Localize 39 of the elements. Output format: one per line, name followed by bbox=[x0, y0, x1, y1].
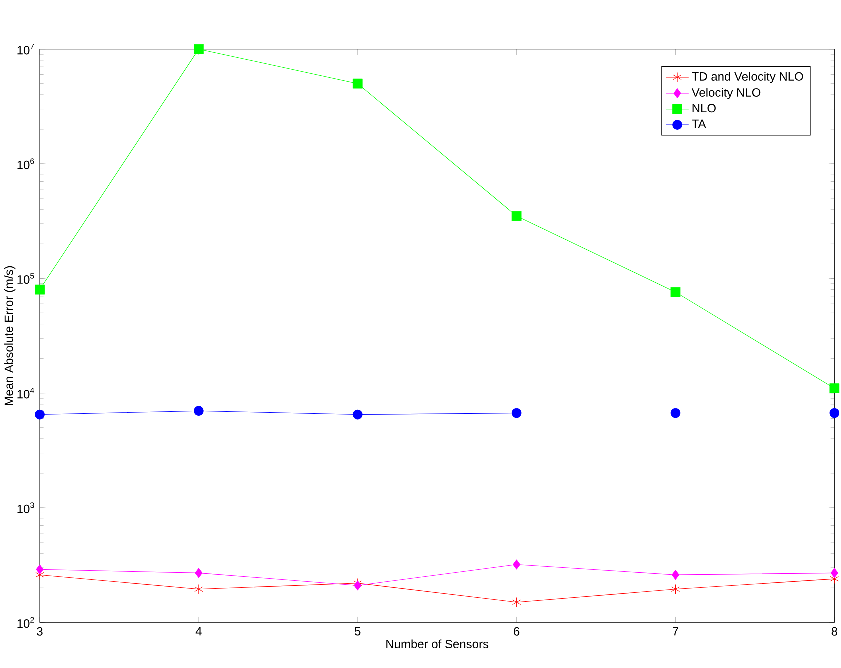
y-tick-label: 10$^{2}$ bbox=[18, 617, 34, 628]
x-tick-label: 6 bbox=[514, 627, 520, 636]
point bbox=[352, 410, 363, 420]
point bbox=[194, 584, 204, 594]
point bbox=[352, 78, 363, 89]
point bbox=[512, 211, 522, 222]
point bbox=[513, 560, 521, 570]
point bbox=[36, 564, 44, 575]
x-tick-label: 8 bbox=[832, 627, 838, 636]
y-tick-label: 10$^{4}$ bbox=[18, 388, 34, 399]
y-tick-label: 10$^{6}$ bbox=[18, 158, 34, 170]
point bbox=[512, 598, 522, 608]
legend-label: TA bbox=[692, 120, 706, 128]
point bbox=[512, 408, 522, 418]
x-tick-label: 7 bbox=[673, 627, 678, 636]
point bbox=[830, 408, 840, 418]
point bbox=[354, 580, 362, 591]
legend-label: Velocity NLO bbox=[692, 88, 761, 100]
point bbox=[671, 584, 680, 594]
y-tick-label: 10$^{5}$ bbox=[18, 273, 34, 284]
x-tick-label: 5 bbox=[355, 627, 361, 636]
point bbox=[35, 410, 45, 420]
point bbox=[672, 570, 680, 580]
point bbox=[830, 568, 838, 578]
y-tick-label: 10$^{7}$ bbox=[18, 44, 34, 55]
point bbox=[670, 287, 681, 298]
point bbox=[194, 406, 204, 416]
point bbox=[830, 384, 840, 394]
y-axis-title: Mean Absolute Error (m/s) bbox=[4, 266, 16, 406]
y-tick-label: 10$^{3}$ bbox=[18, 502, 34, 514]
x-axis-title: Number of Sensors bbox=[386, 640, 489, 649]
point bbox=[670, 408, 681, 418]
legend-label: NLO bbox=[692, 104, 716, 113]
x-tick-label: 3 bbox=[37, 627, 43, 636]
point bbox=[194, 44, 204, 54]
legend-label: TD and Velocity NLO bbox=[692, 72, 804, 84]
point bbox=[35, 284, 45, 295]
x-tick-label: 4 bbox=[196, 627, 202, 636]
point bbox=[195, 568, 203, 578]
